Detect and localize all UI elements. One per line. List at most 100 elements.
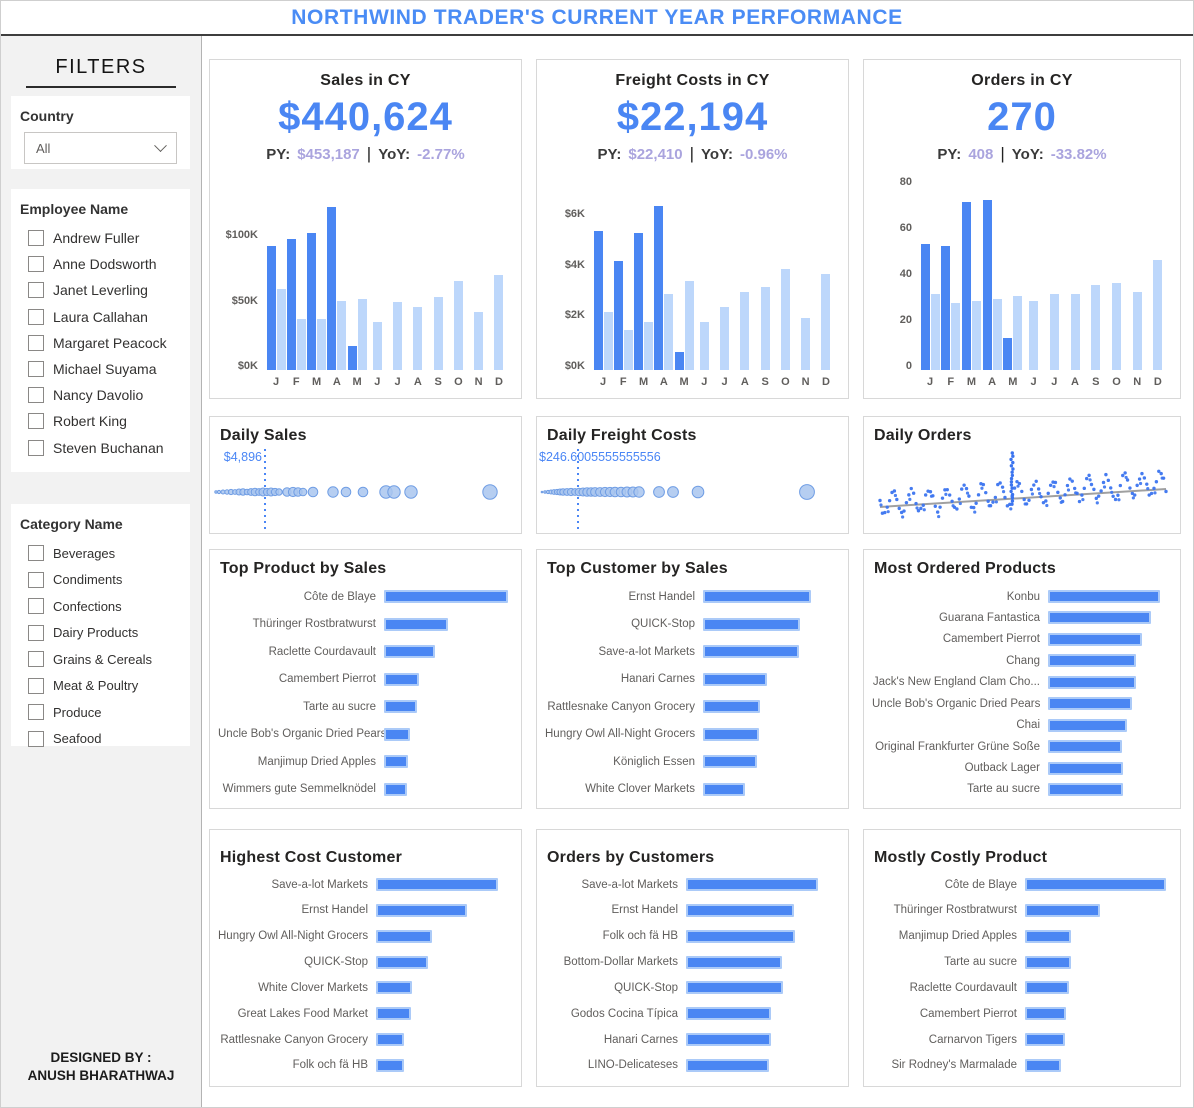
py-bar[interactable] bbox=[780, 268, 790, 370]
py-bar[interactable] bbox=[337, 300, 347, 370]
py-bar[interactable] bbox=[296, 319, 306, 370]
h-bar[interactable] bbox=[1048, 611, 1152, 625]
employee-filter-option[interactable]: Andrew Fuller bbox=[11, 225, 190, 251]
py-bar[interactable] bbox=[474, 312, 484, 370]
h-bar[interactable] bbox=[1048, 654, 1137, 668]
py-bar[interactable] bbox=[603, 311, 613, 370]
py-bar[interactable] bbox=[951, 303, 961, 370]
h-bar[interactable] bbox=[1048, 782, 1124, 796]
category-filter-option[interactable]: Produce bbox=[11, 699, 190, 726]
py-bar[interactable] bbox=[684, 281, 694, 370]
py-bar[interactable] bbox=[1111, 282, 1121, 370]
h-bar[interactable] bbox=[703, 782, 746, 796]
cy-bar[interactable] bbox=[307, 232, 317, 370]
h-bar[interactable] bbox=[1025, 878, 1166, 891]
py-bar[interactable] bbox=[664, 294, 674, 370]
h-bar[interactable] bbox=[686, 1058, 770, 1072]
h-bar[interactable] bbox=[1025, 929, 1072, 943]
h-bar[interactable] bbox=[703, 672, 768, 686]
h-bar[interactable] bbox=[376, 903, 468, 917]
py-bar[interactable] bbox=[1070, 294, 1080, 370]
h-bar[interactable] bbox=[686, 1033, 771, 1047]
py-bar[interactable] bbox=[393, 302, 403, 370]
employee-filter-option[interactable]: Steven Buchanan bbox=[11, 435, 190, 461]
checkbox-icon[interactable] bbox=[28, 256, 44, 273]
h-bar[interactable] bbox=[1048, 761, 1124, 775]
cy-bar[interactable] bbox=[674, 352, 684, 370]
h-bar[interactable] bbox=[1048, 675, 1137, 689]
py-bar[interactable] bbox=[494, 274, 504, 370]
py-bar[interactable] bbox=[801, 318, 811, 370]
h-bar[interactable] bbox=[686, 981, 784, 995]
h-bar[interactable] bbox=[1025, 981, 1069, 995]
h-bar[interactable] bbox=[1025, 1058, 1061, 1072]
py-bar[interactable] bbox=[971, 301, 981, 370]
h-bar[interactable] bbox=[384, 700, 417, 714]
h-bar[interactable] bbox=[384, 645, 435, 659]
py-bar[interactable] bbox=[1153, 259, 1163, 370]
h-bar[interactable] bbox=[703, 645, 799, 659]
country-dropdown[interactable]: All bbox=[24, 132, 177, 164]
py-bar[interactable] bbox=[992, 298, 1002, 370]
py-bar[interactable] bbox=[1029, 301, 1039, 370]
cy-bar[interactable] bbox=[961, 202, 971, 370]
checkbox-icon[interactable] bbox=[28, 413, 44, 430]
h-bar[interactable] bbox=[376, 1033, 404, 1047]
py-bar[interactable] bbox=[413, 307, 423, 370]
h-bar[interactable] bbox=[703, 590, 811, 603]
cy-bar[interactable] bbox=[327, 206, 337, 370]
py-bar[interactable] bbox=[317, 319, 327, 370]
cy-bar[interactable] bbox=[347, 346, 357, 370]
py-bar[interactable] bbox=[760, 286, 770, 370]
h-bar[interactable] bbox=[1025, 955, 1072, 969]
h-bar[interactable] bbox=[384, 617, 448, 631]
checkbox-icon[interactable] bbox=[28, 571, 44, 588]
h-bar[interactable] bbox=[686, 929, 795, 943]
employee-filter-option[interactable]: Margaret Peacock bbox=[11, 330, 190, 356]
h-bar[interactable] bbox=[376, 955, 429, 969]
h-bar[interactable] bbox=[376, 878, 498, 891]
py-bar[interactable] bbox=[357, 299, 367, 370]
checkbox-icon[interactable] bbox=[28, 334, 44, 351]
category-filter-option[interactable]: Seafood bbox=[11, 726, 190, 753]
h-bar[interactable] bbox=[686, 878, 818, 891]
checkbox-icon[interactable] bbox=[28, 624, 44, 641]
py-bar[interactable] bbox=[433, 296, 443, 370]
py-bar[interactable] bbox=[720, 306, 730, 370]
py-bar[interactable] bbox=[740, 291, 750, 370]
h-bar[interactable] bbox=[686, 903, 794, 917]
h-bar[interactable] bbox=[1048, 632, 1142, 646]
h-bar[interactable] bbox=[384, 782, 408, 796]
category-filter-option[interactable]: Grains & Cereals bbox=[11, 646, 190, 673]
checkbox-icon[interactable] bbox=[28, 308, 44, 325]
h-bar[interactable] bbox=[376, 1058, 404, 1072]
category-filter-option[interactable]: Meat & Poultry bbox=[11, 673, 190, 700]
h-bar[interactable] bbox=[1048, 590, 1160, 603]
h-bar[interactable] bbox=[384, 672, 420, 686]
h-bar[interactable] bbox=[384, 727, 410, 741]
checkbox-icon[interactable] bbox=[28, 598, 44, 615]
checkbox-icon[interactable] bbox=[28, 282, 44, 299]
cy-bar[interactable] bbox=[634, 233, 644, 370]
h-bar[interactable] bbox=[1048, 697, 1132, 711]
py-bar[interactable] bbox=[1132, 291, 1142, 370]
h-bar[interactable] bbox=[376, 1007, 411, 1021]
py-bar[interactable] bbox=[372, 321, 382, 370]
employee-filter-option[interactable]: Michael Suyama bbox=[11, 356, 190, 382]
cy-bar[interactable] bbox=[654, 205, 664, 370]
h-bar[interactable] bbox=[1048, 740, 1123, 754]
py-bar[interactable] bbox=[1013, 296, 1023, 370]
py-bar[interactable] bbox=[1091, 284, 1101, 370]
h-bar[interactable] bbox=[703, 755, 757, 769]
checkbox-icon[interactable] bbox=[28, 439, 44, 456]
h-bar[interactable] bbox=[1025, 1007, 1066, 1021]
h-bar[interactable] bbox=[703, 727, 759, 741]
h-bar[interactable] bbox=[376, 929, 432, 943]
checkbox-icon[interactable] bbox=[28, 387, 44, 404]
employee-filter-option[interactable]: Robert King bbox=[11, 408, 190, 434]
py-bar[interactable] bbox=[821, 273, 831, 370]
employee-filter-option[interactable]: Laura Callahan bbox=[11, 304, 190, 330]
cy-bar[interactable] bbox=[1003, 337, 1013, 370]
employee-filter-option[interactable]: Nancy Davolio bbox=[11, 382, 190, 408]
py-bar[interactable] bbox=[276, 288, 286, 370]
